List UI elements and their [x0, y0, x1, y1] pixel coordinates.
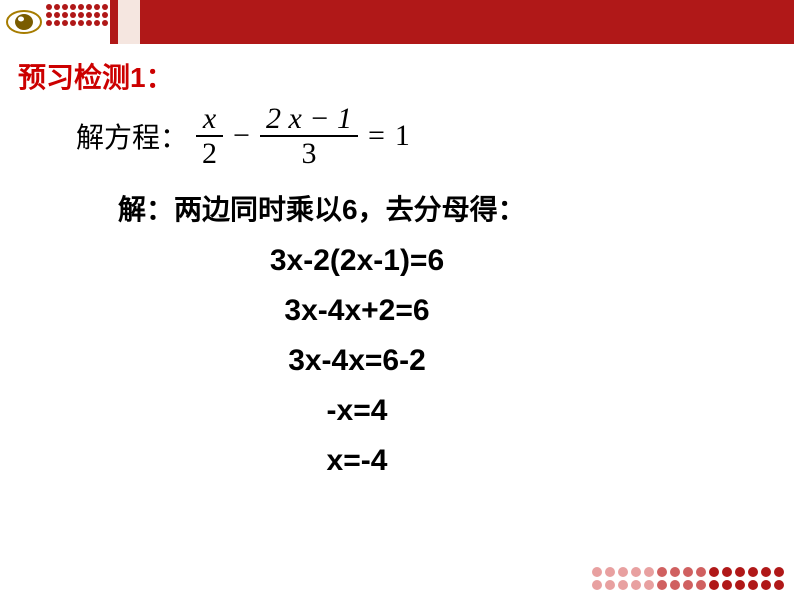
logo-eye-icon — [6, 9, 42, 35]
step-4: -x=4 — [0, 394, 776, 428]
fraction-1: x 2 — [196, 102, 223, 170]
slide-content: 预习检测1： 解方程： x 2 − 2 x − 1 3 = 1 解：两边同时乘以… — [18, 56, 776, 478]
fraction-2: 2 x − 1 3 — [260, 102, 358, 170]
header-accent — [118, 0, 140, 44]
frac2-numerator: 2 x − 1 — [260, 102, 358, 135]
header-bar — [0, 0, 794, 44]
solution-intro: 解：两边同时乘以6，去分母得： — [118, 188, 776, 228]
rhs-value: 1 — [395, 119, 410, 153]
frac2-denominator: 3 — [295, 137, 322, 170]
equation-label: 解方程： — [76, 116, 188, 156]
step-2: 3x-4x+2=6 — [0, 294, 776, 328]
frac1-denominator: 2 — [196, 137, 223, 170]
footer-dots-icon — [592, 567, 784, 590]
logo-dots-icon — [46, 4, 108, 26]
logo-block — [0, 0, 110, 44]
minus-op: − — [233, 119, 250, 153]
step-5: x=-4 — [0, 444, 776, 478]
frac1-numerator: x — [197, 102, 222, 135]
slide-title: 预习检测1： — [18, 56, 776, 96]
step-3: 3x-4x=6-2 — [0, 344, 776, 378]
equation-row: 解方程： x 2 − 2 x − 1 3 = 1 — [76, 102, 776, 170]
equals-op: = — [368, 119, 385, 153]
step-1: 3x-2(2x-1)=6 — [0, 244, 776, 278]
